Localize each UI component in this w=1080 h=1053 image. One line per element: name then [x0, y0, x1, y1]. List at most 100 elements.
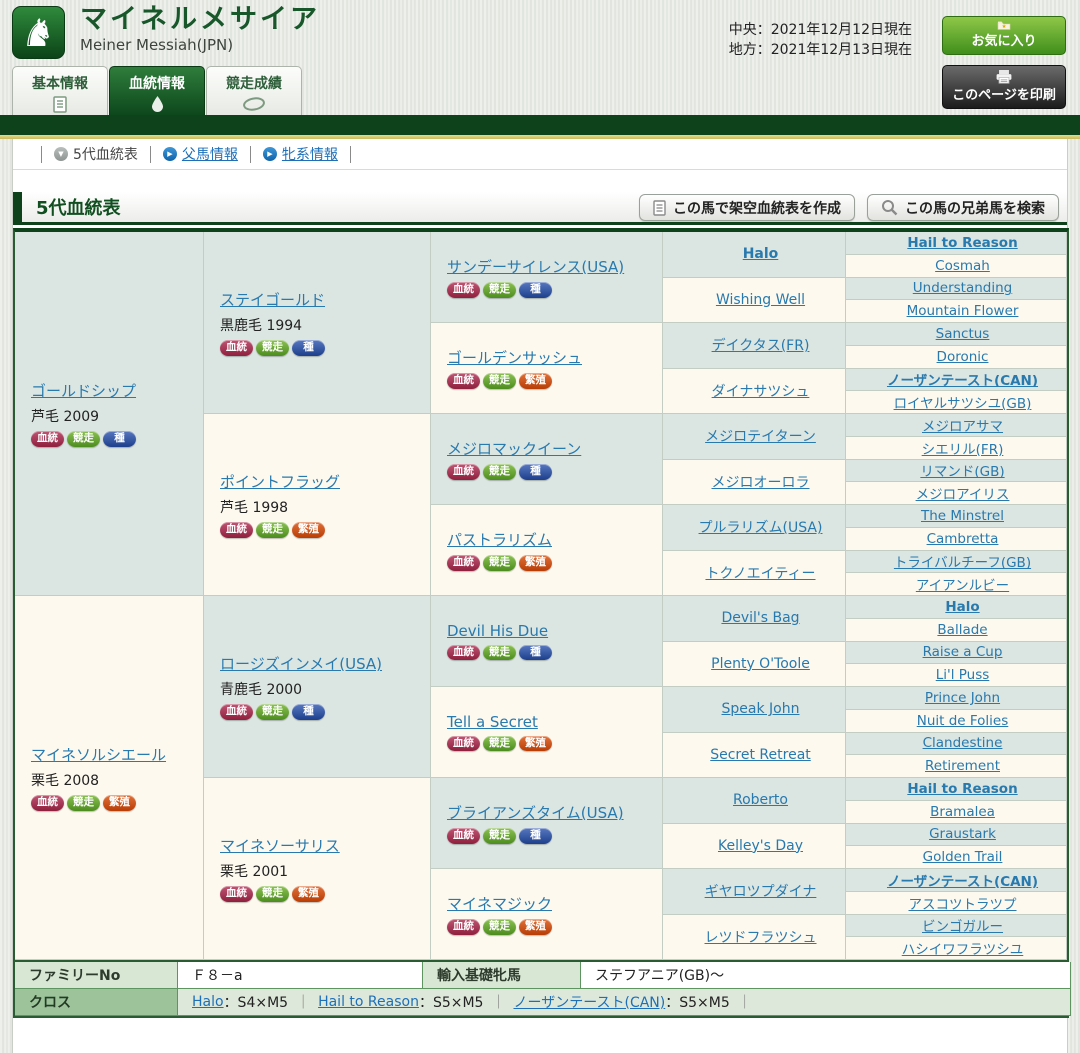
blood-badge[interactable]: 血統 [220, 886, 253, 902]
blood-badge[interactable]: 血統 [447, 735, 480, 752]
blood-badge[interactable]: 血統 [447, 555, 480, 571]
horse-link[interactable]: マイネソーサリス [220, 837, 340, 856]
stud-badge[interactable]: 種 [519, 644, 552, 661]
race-badge[interactable]: 競走 [483, 555, 516, 571]
race-badge[interactable]: 競走 [483, 919, 516, 935]
race-badge[interactable]: 競走 [483, 464, 516, 480]
horse-link[interactable]: Doronic [936, 348, 989, 365]
print-button[interactable]: このページを印刷 [942, 65, 1066, 109]
horse-link[interactable]: ロージズインメイ(USA) [220, 655, 382, 674]
horse-link[interactable]: ダイナサツシュ [711, 383, 810, 400]
horse-link[interactable]: ノーザンテースト(CAN) [886, 873, 1039, 890]
race-badge[interactable]: 競走 [256, 522, 289, 538]
tab-basic-info[interactable]: 基本情報 [12, 66, 108, 115]
horse-link[interactable]: デイクタス(FR) [711, 338, 810, 355]
horse-link[interactable]: アスコツトラツプ [908, 896, 1017, 913]
blood-badge[interactable]: 血統 [447, 282, 480, 298]
horse-link[interactable]: Cambretta [926, 530, 999, 547]
horse-link[interactable]: アイアンルビー [915, 578, 1010, 595]
horse-link[interactable]: Graustark [929, 826, 996, 843]
horse-link[interactable]: Understanding [912, 280, 1013, 297]
subnav-item-dam-line-info[interactable]: ▶ 牝系情報 [262, 144, 338, 164]
horse-link[interactable]: ステイゴールド [220, 291, 326, 310]
tab-pedigree-info[interactable]: 血統情報 [109, 66, 205, 115]
brood-badge[interactable]: 繁殖 [292, 886, 325, 902]
blood-badge[interactable]: 血統 [447, 373, 480, 389]
horse-link[interactable]: メジロアサマ [922, 418, 1003, 435]
race-badge[interactable]: 競走 [483, 828, 516, 844]
horse-link[interactable]: ハシイワフラツシユ [901, 942, 1024, 959]
horse-link[interactable]: Li'l Puss [935, 667, 990, 684]
race-badge[interactable]: 競走 [483, 373, 516, 389]
horse-link[interactable]: Cosmah [935, 257, 990, 274]
blood-badge[interactable]: 血統 [447, 828, 480, 844]
race-badge[interactable]: 競走 [67, 431, 100, 447]
horse-link[interactable]: Kelley's Day [717, 837, 803, 854]
blood-badge[interactable]: 血統 [447, 464, 480, 480]
horse-link[interactable]: メジロアイリス [915, 487, 1010, 504]
make-hypothetical-pedigree-button[interactable]: この馬で架空血統表を作成 [639, 194, 855, 221]
brood-badge[interactable]: 繁殖 [519, 373, 552, 389]
horse-link[interactable]: Plenty O'Toole [711, 655, 810, 672]
race-badge[interactable]: 競走 [483, 644, 516, 661]
horse-link[interactable]: Speak John [721, 701, 800, 718]
blood-badge[interactable]: 血統 [447, 919, 480, 935]
cross-horse-link[interactable]: Hail to Reason [318, 994, 419, 1010]
horse-link[interactable]: Clandestine [922, 735, 1003, 752]
blood-badge[interactable]: 血統 [31, 795, 64, 811]
horse-link[interactable]: Mountain Flower [906, 303, 1019, 320]
horse-link[interactable]: メジロオーロラ [711, 474, 810, 491]
horse-link[interactable]: Sanctus [935, 325, 990, 342]
blood-badge[interactable]: 血統 [31, 431, 64, 447]
horse-link[interactable]: ポイントフラッグ [220, 473, 341, 492]
horse-link[interactable]: Prince John [924, 689, 1001, 706]
search-siblings-button[interactable]: この馬の兄弟馬を検索 [867, 194, 1059, 221]
horse-link[interactable]: メジロマックイーン [447, 440, 582, 459]
stud-badge[interactable]: 種 [292, 704, 325, 720]
horse-link[interactable]: ゴールデンサッシュ [447, 349, 583, 368]
stud-badge[interactable]: 種 [103, 431, 136, 447]
horse-link[interactable]: ギヤロツプダイナ [704, 884, 817, 901]
race-badge[interactable]: 競走 [483, 282, 516, 298]
horse-link[interactable]: Retirement [925, 758, 1000, 775]
horse-link[interactable]: Bramalea [930, 803, 995, 820]
horse-link[interactable]: Raise a Cup [922, 644, 1003, 661]
horse-link[interactable]: ブライアンズタイム(USA) [447, 804, 624, 823]
horse-link[interactable]: Devil His Due [447, 621, 549, 640]
race-badge[interactable]: 競走 [483, 735, 516, 752]
horse-link[interactable]: Nuit de Folies [916, 712, 1009, 729]
brood-badge[interactable]: 繁殖 [519, 919, 552, 935]
stud-badge[interactable]: 種 [519, 828, 552, 844]
horse-link[interactable]: Halo [945, 598, 980, 615]
horse-link[interactable]: Hail to Reason [907, 780, 1018, 797]
horse-link[interactable]: マイネソルシエール [31, 746, 167, 765]
race-badge[interactable]: 競走 [256, 340, 289, 356]
cross-horse-link[interactable]: ノーザンテースト(CAN) [513, 995, 666, 1011]
brood-badge[interactable]: 繁殖 [519, 735, 552, 752]
horse-link[interactable]: シエリル(FR) [921, 441, 1004, 458]
race-badge[interactable]: 競走 [256, 704, 289, 720]
horse-link[interactable]: Tell a Secret [447, 712, 538, 731]
horse-link[interactable]: Golden Trail [922, 849, 1003, 866]
cross-horse-link[interactable]: Halo [192, 994, 224, 1010]
horse-link[interactable]: トライバルチーフ(GB) [893, 555, 1032, 572]
stud-badge[interactable]: 種 [292, 340, 325, 356]
horse-link[interactable]: Hail to Reason [907, 234, 1018, 251]
blood-badge[interactable]: 血統 [220, 522, 253, 538]
horse-link[interactable]: Secret Retreat [710, 746, 811, 763]
horse-link[interactable]: The Minstrel [921, 507, 1004, 524]
race-badge[interactable]: 競走 [256, 886, 289, 902]
horse-link[interactable]: Wishing Well [715, 291, 806, 308]
favorite-button[interactable]: ★ お気に入り [942, 16, 1066, 55]
horse-link[interactable]: Roberto [733, 792, 788, 809]
horse-link[interactable]: レツドフラツシュ [704, 929, 817, 946]
horse-link[interactable]: ロイヤルサツシユ(GB) [893, 396, 1032, 413]
horse-link[interactable]: トクノエイティー [705, 565, 816, 582]
horse-link[interactable]: Devil's Bag [721, 610, 800, 627]
brood-badge[interactable]: 繁殖 [103, 795, 136, 811]
blood-badge[interactable]: 血統 [220, 340, 253, 356]
horse-link[interactable]: Ballade [937, 621, 988, 638]
horse-link[interactable]: リマンド(GB) [920, 464, 1005, 481]
horse-link[interactable]: Halo [742, 246, 779, 263]
subnav-item-sire-info[interactable]: ▶ 父馬情報 [162, 144, 238, 164]
